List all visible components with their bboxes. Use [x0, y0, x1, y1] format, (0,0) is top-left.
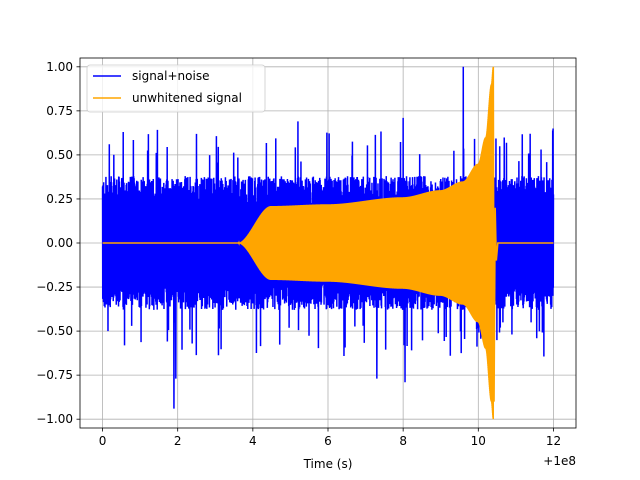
x-axis-ticks: 0 2 4 6 8 10 12 — [99, 428, 561, 448]
legend-frame — [86, 64, 266, 113]
x-tick-label: 6 — [324, 434, 332, 448]
y-tick-label: 0.50 — [46, 148, 73, 162]
y-tick-label: 0.75 — [46, 104, 73, 118]
legend-label-unwhitened-signal: unwhitened signal — [132, 91, 242, 105]
y-tick-label: 1.00 — [46, 60, 73, 74]
y-tick-label: −0.50 — [36, 324, 73, 338]
x-tick-label: 0 — [99, 434, 107, 448]
x-tick-label: 8 — [399, 434, 407, 448]
y-axis-ticks: −1.00 −0.75 −0.50 −0.25 0.00 0.25 0.50 0.75 1.00 — [36, 60, 80, 426]
x-tick-label: 10 — [471, 434, 486, 448]
y-tick-label: −0.75 — [36, 368, 73, 382]
y-tick-label: 0.00 — [46, 236, 73, 250]
x-axis-offset-label: +1e8 — [543, 454, 576, 468]
y-tick-label: −1.00 — [36, 412, 73, 426]
x-tick-label: 4 — [249, 434, 257, 448]
x-axis-label: Time (s) — [303, 457, 353, 471]
x-tick-label: 2 — [174, 434, 182, 448]
legend: signal+noise unwhitened signal — [86, 64, 266, 113]
series-unwhitened-signal-line — [102, 66, 554, 420]
y-tick-label: 0.25 — [46, 192, 73, 206]
y-tick-label: −0.25 — [36, 280, 73, 294]
legend-label-signal-noise: signal+noise — [132, 69, 209, 83]
plot-area — [101, 66, 555, 420]
x-tick-label: 12 — [546, 434, 561, 448]
